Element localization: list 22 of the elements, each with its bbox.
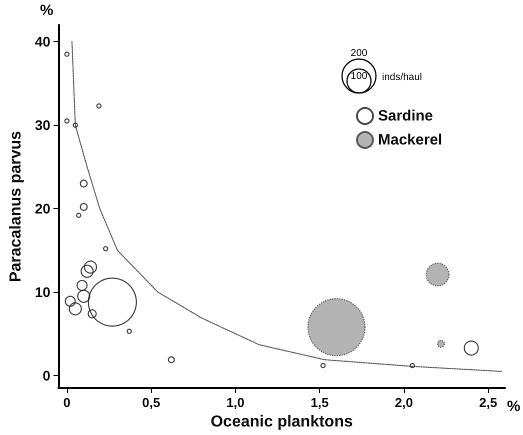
y-tick-label: 40 <box>34 34 51 50</box>
x-tick-label: 2,5 <box>479 395 498 410</box>
x-tick-label: 0,5 <box>142 395 160 410</box>
x-tick-label: 2,0 <box>394 395 413 410</box>
legend-label: Mackerel <box>378 132 442 148</box>
text: % <box>40 2 54 19</box>
line-series <box>71 41 502 372</box>
x-tick-label: 1,0 <box>226 395 244 410</box>
legend-label: Sardine <box>378 108 434 124</box>
text: % <box>507 398 520 415</box>
y-tick-label: 10 <box>34 284 51 300</box>
legend-title: inds/haul <box>382 72 422 83</box>
x-tick-label: 1,5 <box>310 395 329 410</box>
y-tick-label: 0 <box>42 368 51 384</box>
legend-label: 200 <box>350 48 368 60</box>
x-tick-label: 0 <box>63 395 71 410</box>
x-axis-title: Oceanic planktons <box>210 414 353 430</box>
size-key: 100 200 <box>341 48 377 94</box>
y-axis-title: Paracalanus parvus <box>8 130 24 282</box>
legend-label: 100 <box>350 71 368 82</box>
y-tick-label: 30 <box>34 117 51 134</box>
y-tick-label: 20 <box>34 200 51 217</box>
